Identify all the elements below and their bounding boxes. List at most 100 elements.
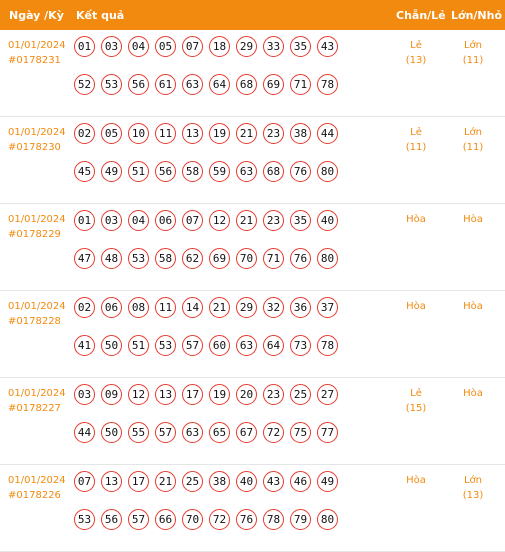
- number-ball: 58: [182, 161, 203, 182]
- number-ball: 46: [290, 471, 311, 492]
- draw-date[interactable]: 01/01/2024: [8, 301, 66, 312]
- number-ball: 05: [101, 123, 122, 144]
- number-ball: 32: [263, 297, 284, 318]
- number-ball: 55: [128, 422, 149, 443]
- number-ball: 53: [128, 248, 149, 269]
- number-ball: 78: [263, 509, 284, 530]
- number-ball: 63: [236, 161, 257, 182]
- draw-date[interactable]: 01/01/2024: [8, 388, 66, 399]
- table-row: 01/01/2024 #0178228 02 06 08 11 14 21 29 32 36 37 41…: [0, 291, 505, 378]
- number-ball: 66: [155, 509, 176, 530]
- draw-period[interactable]: #0178228: [8, 316, 61, 327]
- number-ball: 21: [209, 297, 230, 318]
- number-ball: 03: [101, 210, 122, 231]
- draw-period[interactable]: #0178226: [8, 490, 61, 501]
- number-line: 45 49 51 56 58 59 63 68 76 80: [74, 161, 364, 185]
- result-numbers: 02 06 08 11 14 21 29 32 36 37 41 50 51 53 57 60 63 64 73 78: [74, 297, 364, 373]
- draw-date[interactable]: 01/01/2024: [8, 475, 66, 486]
- draw-date-period[interactable]: 01/01/2024 #0178229: [8, 212, 66, 242]
- number-ball: 76: [290, 161, 311, 182]
- number-ball: 50: [101, 335, 122, 356]
- lonnho-cell: Lớn (13): [448, 473, 498, 503]
- draw-date-period[interactable]: 01/01/2024 #0178228: [8, 299, 66, 329]
- number-ball: 53: [101, 74, 122, 95]
- number-ball: 45: [74, 161, 95, 182]
- draw-period[interactable]: #0178229: [8, 229, 61, 240]
- number-ball: 14: [182, 297, 203, 318]
- number-ball: 13: [182, 123, 203, 144]
- number-line: 41 50 51 53 57 60 63 64 73 78: [74, 335, 364, 359]
- table-header: Ngày /Kỳ Kết quả Chẵn/Lẻ Lớn/Nhỏ: [0, 0, 505, 30]
- draw-date[interactable]: 01/01/2024: [8, 127, 66, 138]
- draw-period[interactable]: #0178231: [8, 55, 61, 66]
- number-ball: 02: [74, 123, 95, 144]
- draw-date-period[interactable]: 01/01/2024 #0178226: [8, 473, 66, 503]
- number-ball: 77: [317, 422, 338, 443]
- number-ball: 35: [290, 36, 311, 57]
- header-chanle: Chẵn/Lẻ: [396, 9, 446, 22]
- number-ball: 04: [128, 210, 149, 231]
- number-ball: 21: [236, 210, 257, 231]
- chanle-count: (11): [405, 142, 427, 153]
- number-ball: 69: [209, 248, 230, 269]
- draw-period[interactable]: #0178227: [8, 403, 61, 414]
- number-ball: 51: [128, 161, 149, 182]
- number-ball: 13: [101, 471, 122, 492]
- number-ball: 80: [317, 509, 338, 530]
- chanle-value: Hòa: [406, 214, 426, 225]
- number-ball: 09: [101, 384, 122, 405]
- number-ball: 21: [236, 123, 257, 144]
- chanle-cell: Lẻ (15): [391, 386, 441, 416]
- number-ball: 51: [128, 335, 149, 356]
- number-ball: 63: [182, 74, 203, 95]
- draw-date-period[interactable]: 01/01/2024 #0178230: [8, 125, 66, 155]
- number-ball: 27: [317, 384, 338, 405]
- number-ball: 03: [74, 384, 95, 405]
- number-ball: 12: [209, 210, 230, 231]
- number-ball: 23: [263, 210, 284, 231]
- number-ball: 19: [209, 123, 230, 144]
- chanle-cell: Lẻ (13): [391, 38, 441, 68]
- number-ball: 49: [101, 161, 122, 182]
- number-ball: 56: [155, 161, 176, 182]
- number-ball: 20: [236, 384, 257, 405]
- chanle-cell: Hòa: [391, 473, 441, 488]
- number-ball: 35: [290, 210, 311, 231]
- number-line: 02 05 10 11 13 19 21 23 38 44: [74, 123, 364, 147]
- number-ball: 79: [290, 509, 311, 530]
- draw-date-period[interactable]: 01/01/2024 #0178231: [8, 38, 66, 68]
- number-ball: 43: [263, 471, 284, 492]
- number-ball: 60: [209, 335, 230, 356]
- draw-date[interactable]: 01/01/2024: [8, 40, 66, 51]
- number-ball: 25: [290, 384, 311, 405]
- number-line: 07 13 17 21 25 38 40 43 46 49: [74, 471, 364, 495]
- header-lonnho: Lớn/Nhỏ: [451, 9, 503, 22]
- draw-date-period[interactable]: 01/01/2024 #0178227: [8, 386, 66, 416]
- number-ball: 06: [155, 210, 176, 231]
- table-row: 01/01/2024 #0178226 07 13 17 21 25 38 40 43 46 49 53…: [0, 465, 505, 552]
- number-ball: 05: [155, 36, 176, 57]
- number-ball: 59: [209, 161, 230, 182]
- draw-date[interactable]: 01/01/2024: [8, 214, 66, 225]
- number-ball: 69: [263, 74, 284, 95]
- draw-period[interactable]: #0178230: [8, 142, 61, 153]
- number-ball: 78: [317, 74, 338, 95]
- number-ball: 19: [209, 384, 230, 405]
- chanle-value: Lẻ: [410, 127, 422, 138]
- result-numbers: 01 03 04 05 07 18 29 33 35 43 52 53 56 61 63 64 68 69 71 78: [74, 36, 364, 112]
- number-ball: 68: [263, 161, 284, 182]
- number-ball: 44: [317, 123, 338, 144]
- number-ball: 53: [74, 509, 95, 530]
- number-ball: 10: [128, 123, 149, 144]
- number-ball: 71: [263, 248, 284, 269]
- number-line: 53 56 57 66 70 72 76 78 79 80: [74, 509, 364, 533]
- number-ball: 29: [236, 36, 257, 57]
- chanle-value: Lẻ: [410, 40, 422, 51]
- number-ball: 50: [101, 422, 122, 443]
- number-ball: 11: [155, 297, 176, 318]
- lonnho-value: Lớn: [463, 475, 483, 486]
- number-ball: 38: [290, 123, 311, 144]
- lonnho-value: Lớn: [463, 40, 483, 51]
- chanle-value: Hòa: [406, 301, 426, 312]
- number-ball: 75: [290, 422, 311, 443]
